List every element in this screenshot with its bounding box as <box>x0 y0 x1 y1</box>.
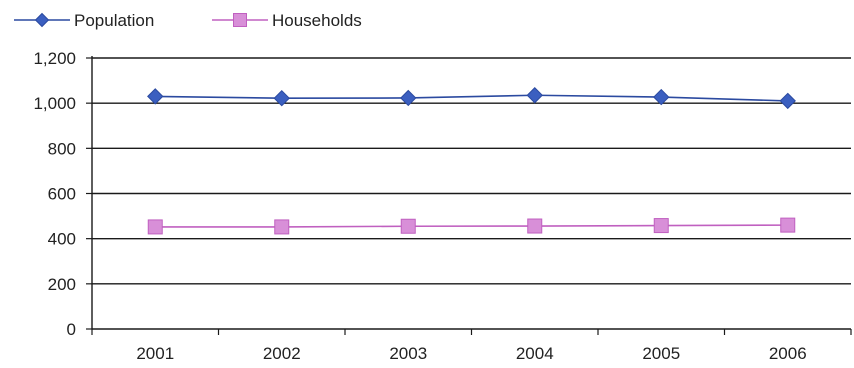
x-tick-label: 2001 <box>136 344 174 363</box>
series-population <box>147 87 796 110</box>
y-tick-label: 1,200 <box>33 49 76 68</box>
legend-swatch-marker <box>34 12 50 28</box>
population-line <box>155 94 788 102</box>
x-tick-label: 2004 <box>516 344 554 363</box>
population-point <box>147 88 164 105</box>
population-point <box>526 87 543 104</box>
population-point <box>400 89 417 107</box>
households-point <box>400 218 416 234</box>
legend-item-households: Households <box>212 11 362 30</box>
legend-label-population: Population <box>74 11 154 30</box>
y-tick-label: 400 <box>48 230 76 249</box>
series-layer <box>147 87 796 235</box>
households-point <box>274 219 290 235</box>
x-tick-label: 2005 <box>642 344 680 363</box>
households-point <box>527 218 543 234</box>
x-tick-label: 2002 <box>263 344 301 363</box>
population-point <box>273 89 290 107</box>
legend-swatch-marker <box>233 13 247 27</box>
households-point <box>147 219 163 235</box>
legend-label-households: Households <box>272 11 362 30</box>
x-tick-label: 2006 <box>769 344 807 363</box>
households-point <box>653 218 669 234</box>
households-point <box>780 217 796 233</box>
y-tick-label: 800 <box>48 139 76 158</box>
series-households <box>147 217 796 235</box>
y-tick-label: 600 <box>48 185 76 204</box>
y-axis-ticks: 0 200 400 600 800 1,000 1,200 <box>33 49 92 339</box>
gridlines <box>92 57 851 285</box>
y-tick-label: 0 <box>67 320 76 339</box>
x-tick-label: 2003 <box>389 344 427 363</box>
households-line <box>155 224 788 228</box>
legend-item-population: Population <box>14 11 154 30</box>
y-tick-label: 200 <box>48 275 76 294</box>
population-point <box>779 92 796 110</box>
legend: Population Households <box>14 11 362 30</box>
population-point <box>653 88 670 106</box>
x-axis-ticks: 2001 2002 2003 2004 2005 2006 <box>91 329 852 363</box>
y-tick-label: 1,000 <box>33 94 76 113</box>
